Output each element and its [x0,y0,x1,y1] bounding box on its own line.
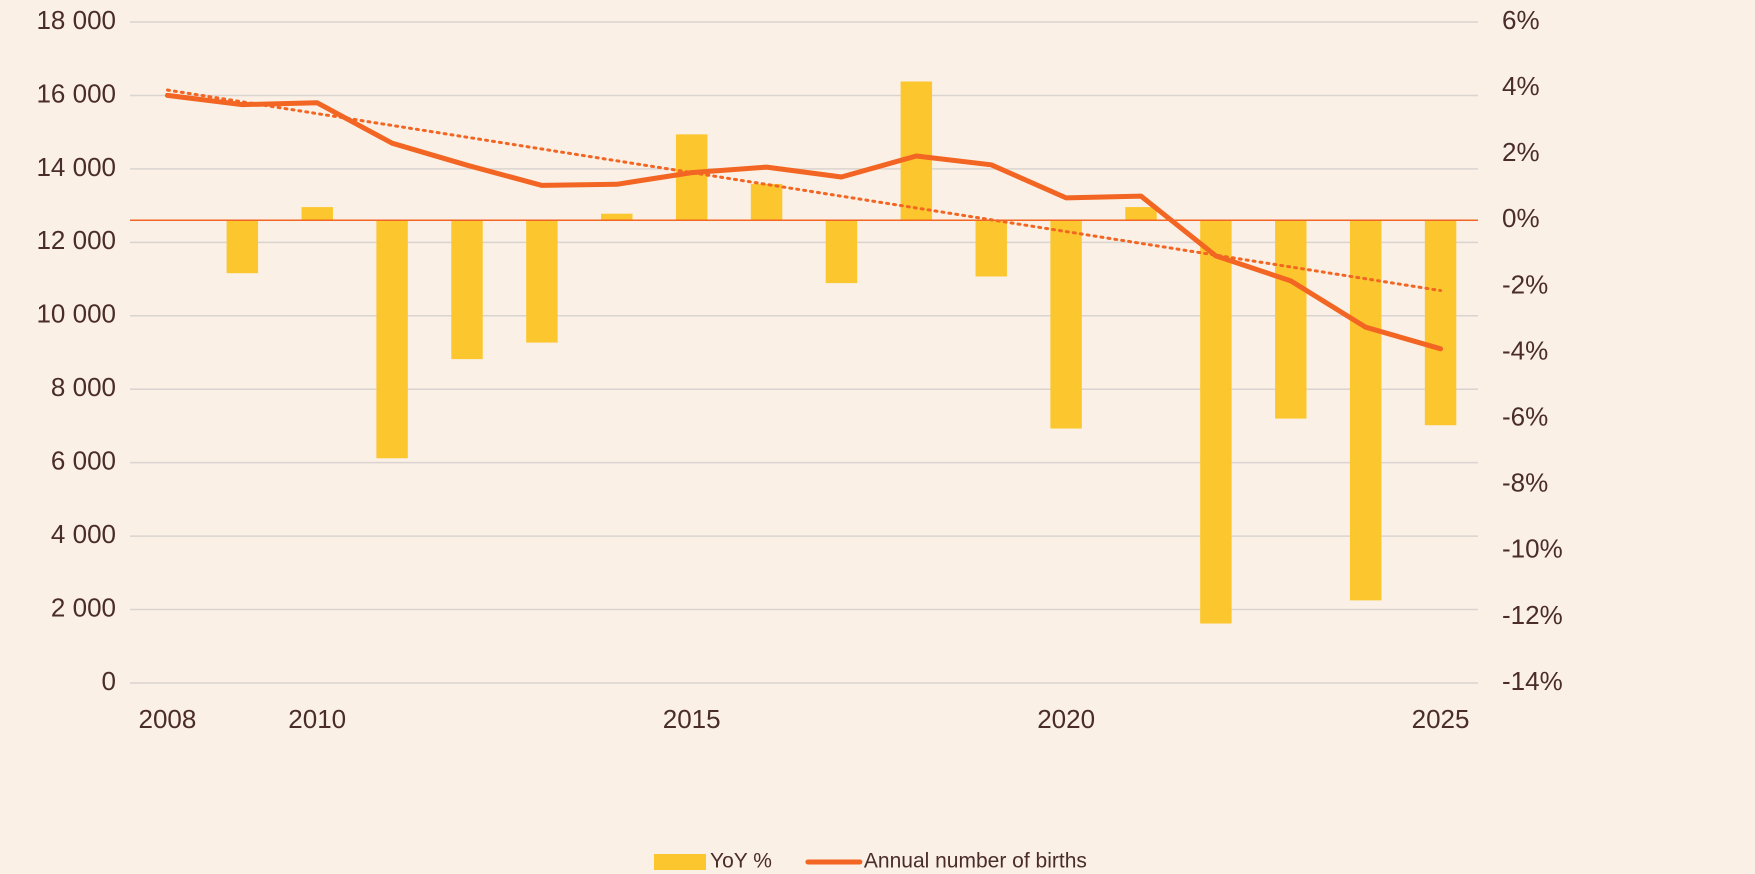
bar [1050,220,1082,429]
bar [975,220,1007,277]
line [164,92,1444,352]
bar [1125,207,1157,221]
y-tick-label: 12 000 [36,225,116,255]
x-tick-label: 2015 [663,704,721,734]
bar [900,81,933,221]
y2-tick-label: 2% [1502,137,1540,167]
bar [451,220,483,360]
bar [750,183,783,221]
y-tick-label: 4 000 [51,519,116,549]
bar [1349,220,1382,601]
bar [226,220,259,274]
bar [825,220,858,284]
y2-tick-label: 6% [1502,5,1540,35]
y2-tick-label: -12% [1502,600,1563,630]
y2-tick-label: 4% [1502,71,1540,101]
y-tick-label: 0 [102,666,116,696]
y2-tick-label: -6% [1502,401,1548,431]
bar [376,220,408,459]
legend-label: YoY % [710,850,772,873]
bar [675,134,708,221]
y-tick-label: 8 000 [51,372,116,402]
bar [1424,220,1457,426]
y2-tick-label: -4% [1502,335,1548,365]
y2-tick-label: -14% [1502,666,1563,696]
trendline [165,88,1443,293]
bar [601,213,633,221]
y2-tick-label: -2% [1502,269,1548,299]
y-tick-label: 6 000 [51,446,116,476]
y2-tick-label: 0% [1502,203,1540,233]
y2-tick-label: -8% [1502,468,1548,498]
y-tick-label: 14 000 [36,152,116,182]
legend-swatch [654,854,706,870]
bar [301,207,333,221]
y2-tick-label: -10% [1502,534,1563,564]
x-tick-label: 2008 [139,704,197,734]
y-tick-label: 18 000 [36,5,116,35]
x-tick-label: 2020 [1037,704,1095,734]
legend-label: Annual number of births [864,850,1087,873]
bar [1275,220,1307,419]
bar [1200,220,1232,624]
y-tick-label: 16 000 [36,78,116,108]
bar [526,220,558,343]
y-tick-label: 10 000 [36,299,116,329]
y-tick-label: 2 000 [51,592,116,622]
x-tick-label: 2025 [1412,704,1470,734]
x-tick-label: 2010 [288,704,346,734]
